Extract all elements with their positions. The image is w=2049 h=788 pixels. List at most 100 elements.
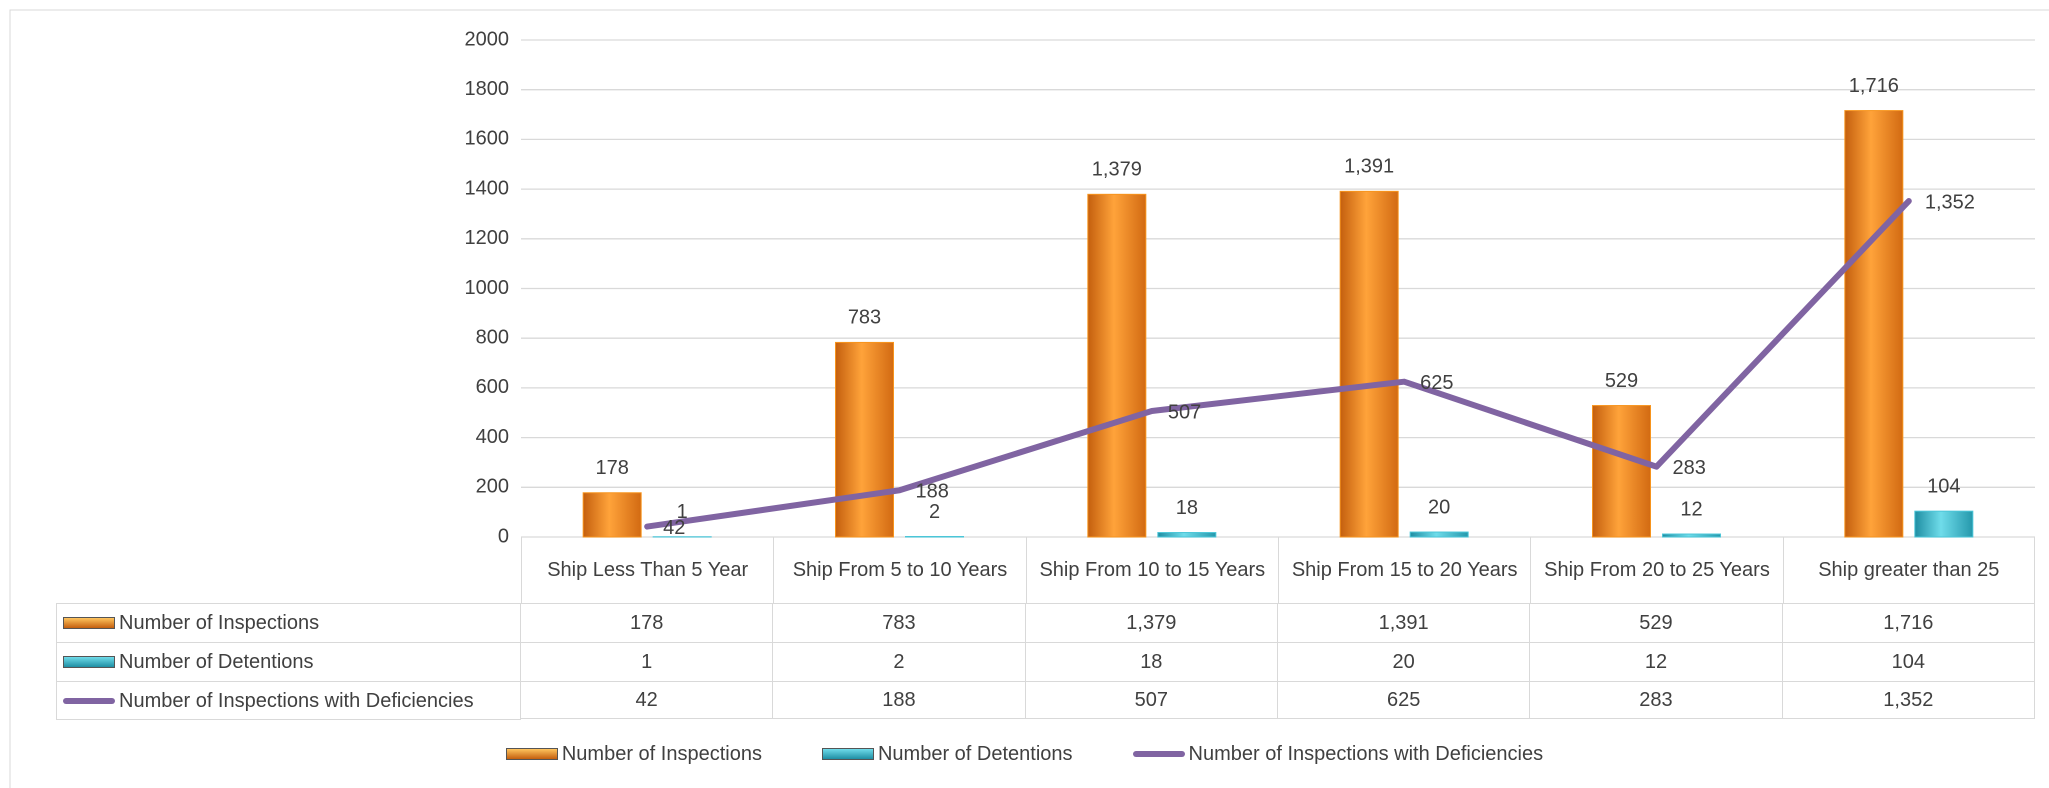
table-cell-text: 507 [1134,689,1168,711]
table-cell-text: 1,716 [1883,612,1934,634]
table-cell: 18 [1025,642,1278,681]
data-label: 507 [1168,401,1201,423]
legend-label: Number of Inspections [561,743,762,765]
data-label: 42 [663,517,685,539]
table-cell: 1 [521,642,774,681]
bar [1087,193,1147,538]
data-label: 1 [677,501,688,523]
line [644,198,1912,530]
table-cell-text: 1 [641,651,653,673]
data-label: 783 [848,307,881,329]
legend-key [63,697,115,704]
y-tick-label: 1000 [465,277,510,299]
table-header-cell-text: Ship From 15 to 20 Years [1291,559,1518,581]
data-label: 1,716 [1849,75,1899,97]
table-row-header-text: Number of Inspections with Deficiencies [119,689,474,712]
legend-key [63,617,115,629]
table-cell: 1,716 [1782,603,2035,642]
table-header-cell: Ship From 20 to 25 Years [1530,537,1782,603]
legend-item: Number of Inspections [505,741,762,767]
bar [835,341,894,538]
data-label: 283 [1673,457,1706,479]
table-header-cell-text: Ship From 5 to 10 Years [792,559,1008,581]
table-header-cell-text: Ship From 20 to 25 Years [1544,559,1770,581]
legend-item: Number of Inspections with Deficiencies [1132,741,1544,767]
bar [582,492,642,538]
table-row-header: Number of Inspections [56,603,521,642]
table-row-header-text: Number of Inspections [119,612,320,634]
data-label: 625 [1420,372,1453,394]
table-cell: 529 [1530,603,1783,642]
table-cell: 188 [773,681,1026,719]
data-label: 1,391 [1344,156,1394,178]
data-label: 188 [916,481,949,503]
table-cell-text: 783 [882,612,916,634]
table-cell-text: 104 [1891,651,1925,673]
table-cell: 283 [1530,681,1783,719]
bar [1409,531,1469,538]
legend-key [63,656,115,668]
table-cell-text: 12 [1644,651,1668,673]
table-cell-text: 188 [882,689,916,711]
bar [1844,110,1904,538]
table-cell-text: 1,391 [1378,612,1429,634]
y-tick-label: 400 [476,426,509,448]
data-label: 104 [1927,475,1960,497]
bar [1914,510,1974,538]
legend-label: Number of Inspections with Deficiencies [1188,743,1544,765]
data-label: 20 [1428,496,1450,518]
data-label: 18 [1176,497,1198,519]
legend-label: Number of Detentions [877,743,1073,765]
table-cell: 1,379 [1025,603,1278,642]
legend-key [505,748,558,760]
y-tick-label: 0 [498,525,509,547]
y-tick-label: 1600 [465,128,510,150]
table-cell: 625 [1278,681,1531,719]
data-label: 2 [929,501,940,523]
table-cell-text: 283 [1639,689,1673,711]
data-label: 1,379 [1092,159,1142,181]
data-label: 529 [1605,370,1638,392]
y-tick-label: 2000 [465,28,510,50]
table-header-cell: Ship From 15 to 20 Years [1278,537,1530,603]
y-tick-label: 1200 [465,227,510,249]
table-header-cell: Ship From 5 to 10 Years [773,537,1025,603]
table-header-cell: Ship From 10 to 15 Years [1025,537,1278,603]
table-cell-text: 1,379 [1126,612,1177,634]
table-cell-text: 1,352 [1883,689,1934,711]
y-tick-label: 1800 [465,78,510,100]
y-tick-label: 600 [476,376,509,398]
table-cell-text: 178 [629,612,664,634]
data-label: 1,352 [1925,191,1975,213]
table-row-header: Number of Detentions [56,642,521,681]
table-cell-text: 2 [893,651,905,673]
frame [9,9,2049,788]
table-cell-text: 529 [1639,612,1673,634]
legend-key [821,748,874,760]
table-cell: 104 [1782,642,2035,681]
table-header-cell: Ship greater than 25 [1782,537,2035,603]
table-cell-text: 42 [635,689,658,711]
table-cell: 42 [521,681,774,719]
bar [1157,532,1217,538]
table-header-cell-text: Ship greater than 25 [1818,559,2000,581]
bar [1662,533,1721,538]
table-cell: 1,391 [1278,603,1531,642]
table-cell: 1,352 [1782,681,2035,719]
y-tick-label: 800 [476,326,509,348]
table-bottom [56,719,521,720]
data-label: 178 [595,457,628,479]
legend-key [1132,751,1185,757]
table-header-cell-text: Ship From 10 to 15 Years [1039,559,1266,581]
legend: Number of Inspections Number of Detention… [0,738,2049,770]
legend-item: Number of Detentions [821,741,1073,767]
table-header-cell-text: Ship Less Than 5 Year [547,559,749,581]
table-header-cell: Ship Less Than 5 Year [521,537,773,603]
table-cell: 178 [521,603,774,642]
table-cell-text: 20 [1392,651,1415,673]
table-row-header: Number of Inspections with Deficiencies [56,681,521,719]
table-cell: 12 [1530,642,1783,681]
table-cell-text: 18 [1140,651,1163,673]
y-tick-label: 200 [476,476,509,498]
